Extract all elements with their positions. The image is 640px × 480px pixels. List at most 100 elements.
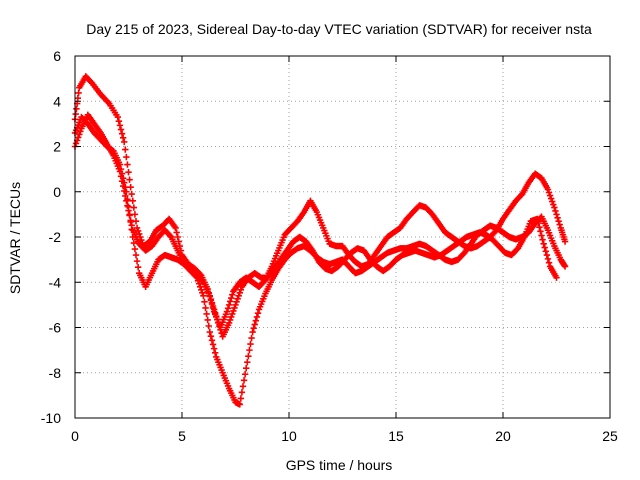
data-point: [226, 316, 234, 324]
data-point: [199, 277, 206, 285]
data-point: [130, 239, 138, 247]
x-tick-label: 5: [178, 428, 186, 444]
data-point: [175, 238, 182, 245]
data-point: [252, 317, 260, 324]
data-point: [538, 232, 545, 239]
data-point: [549, 198, 556, 205]
data-point: [543, 251, 551, 259]
x-tick-label: 20: [495, 428, 511, 444]
data-point: [223, 308, 231, 315]
data-point: [116, 122, 124, 129]
data-point: [236, 289, 243, 297]
data-point: [561, 263, 569, 270]
data-point: [75, 134, 82, 141]
y-tick-label: -4: [49, 274, 62, 290]
data-point: [561, 238, 569, 245]
data-point: [225, 301, 233, 309]
data-point: [208, 299, 216, 306]
data-point: [550, 201, 557, 208]
data-point: [133, 257, 141, 265]
data-point: [198, 286, 205, 293]
data-point: [234, 295, 241, 303]
data-point: [554, 214, 561, 221]
data-point: [225, 319, 233, 327]
data-point: [243, 365, 250, 372]
y-tick-label: 2: [53, 139, 61, 155]
data-point: [76, 131, 83, 138]
data-point: [545, 189, 553, 196]
data-point: [132, 217, 140, 225]
data-point: [207, 296, 215, 303]
data-point: [127, 184, 134, 191]
y-tick-label: -8: [49, 365, 62, 381]
data-point: [237, 286, 245, 293]
data-point: [249, 328, 256, 336]
data-point: [545, 259, 553, 266]
data-point: [226, 298, 234, 305]
data-point: [240, 377, 248, 384]
data-point: [209, 302, 217, 310]
data-point: [217, 326, 224, 333]
data-point: [201, 298, 208, 306]
data-point: [210, 345, 218, 352]
data-point: [247, 340, 254, 348]
data-point: [241, 371, 249, 378]
data-point: [117, 126, 125, 133]
data-point: [556, 221, 563, 228]
data-point: [119, 134, 127, 142]
data-point: [244, 358, 251, 366]
data-point: [254, 309, 262, 317]
data-point: [174, 233, 181, 241]
data-point: [133, 224, 141, 232]
data-point: [552, 207, 559, 215]
data-point: [230, 307, 237, 315]
data-point: [547, 195, 555, 202]
y-tick-label: -2: [49, 229, 62, 245]
data-point: [233, 298, 240, 306]
data-point: [229, 310, 236, 318]
data-point: [553, 274, 560, 281]
y-tick-labels: -10 -8 -6 -4 -2 0 2 4 6: [41, 48, 61, 426]
y-tick-label: 0: [53, 184, 61, 200]
x-tick-label: 25: [602, 428, 618, 444]
data-point: [251, 321, 258, 328]
x-tick-labels: 0 5 10 15 20 25: [71, 428, 618, 444]
data-point: [121, 187, 128, 195]
data-point: [246, 346, 253, 354]
data-point: [134, 227, 142, 235]
data-point: [248, 334, 255, 342]
data-point: [199, 289, 206, 297]
data-point: [553, 211, 560, 218]
data-point: [540, 240, 547, 247]
data-point: [541, 244, 548, 251]
data-point: [128, 190, 135, 198]
series-track-1: [71, 73, 569, 331]
chart-title: Day 215 of 2023, Sidereal Day-to-day VTE…: [86, 21, 592, 37]
data-point: [116, 168, 124, 175]
data-point: [211, 309, 219, 316]
data-point: [537, 228, 544, 235]
grid: [75, 56, 610, 418]
data-point: [77, 128, 84, 135]
data-point: [224, 305, 232, 312]
y-axis-label: SDTVAR / TECUs: [7, 182, 23, 294]
data-point: [167, 232, 174, 240]
data-point: [124, 202, 131, 209]
data-point: [126, 176, 133, 183]
data-point: [216, 323, 223, 330]
data-point: [237, 395, 245, 402]
y-tick-label: 6: [53, 48, 61, 64]
data-point: [253, 313, 261, 321]
data-point: [207, 332, 215, 340]
data-point: [208, 337, 216, 344]
data-point: [125, 207, 132, 214]
data-point: [117, 173, 125, 180]
data-point: [555, 217, 562, 225]
data-point: [534, 215, 541, 223]
data-point: [536, 223, 543, 231]
data-point: [206, 328, 214, 336]
data-point: [551, 204, 558, 211]
data-point: [210, 306, 218, 313]
data-point: [115, 118, 123, 125]
data-point: [203, 310, 210, 318]
